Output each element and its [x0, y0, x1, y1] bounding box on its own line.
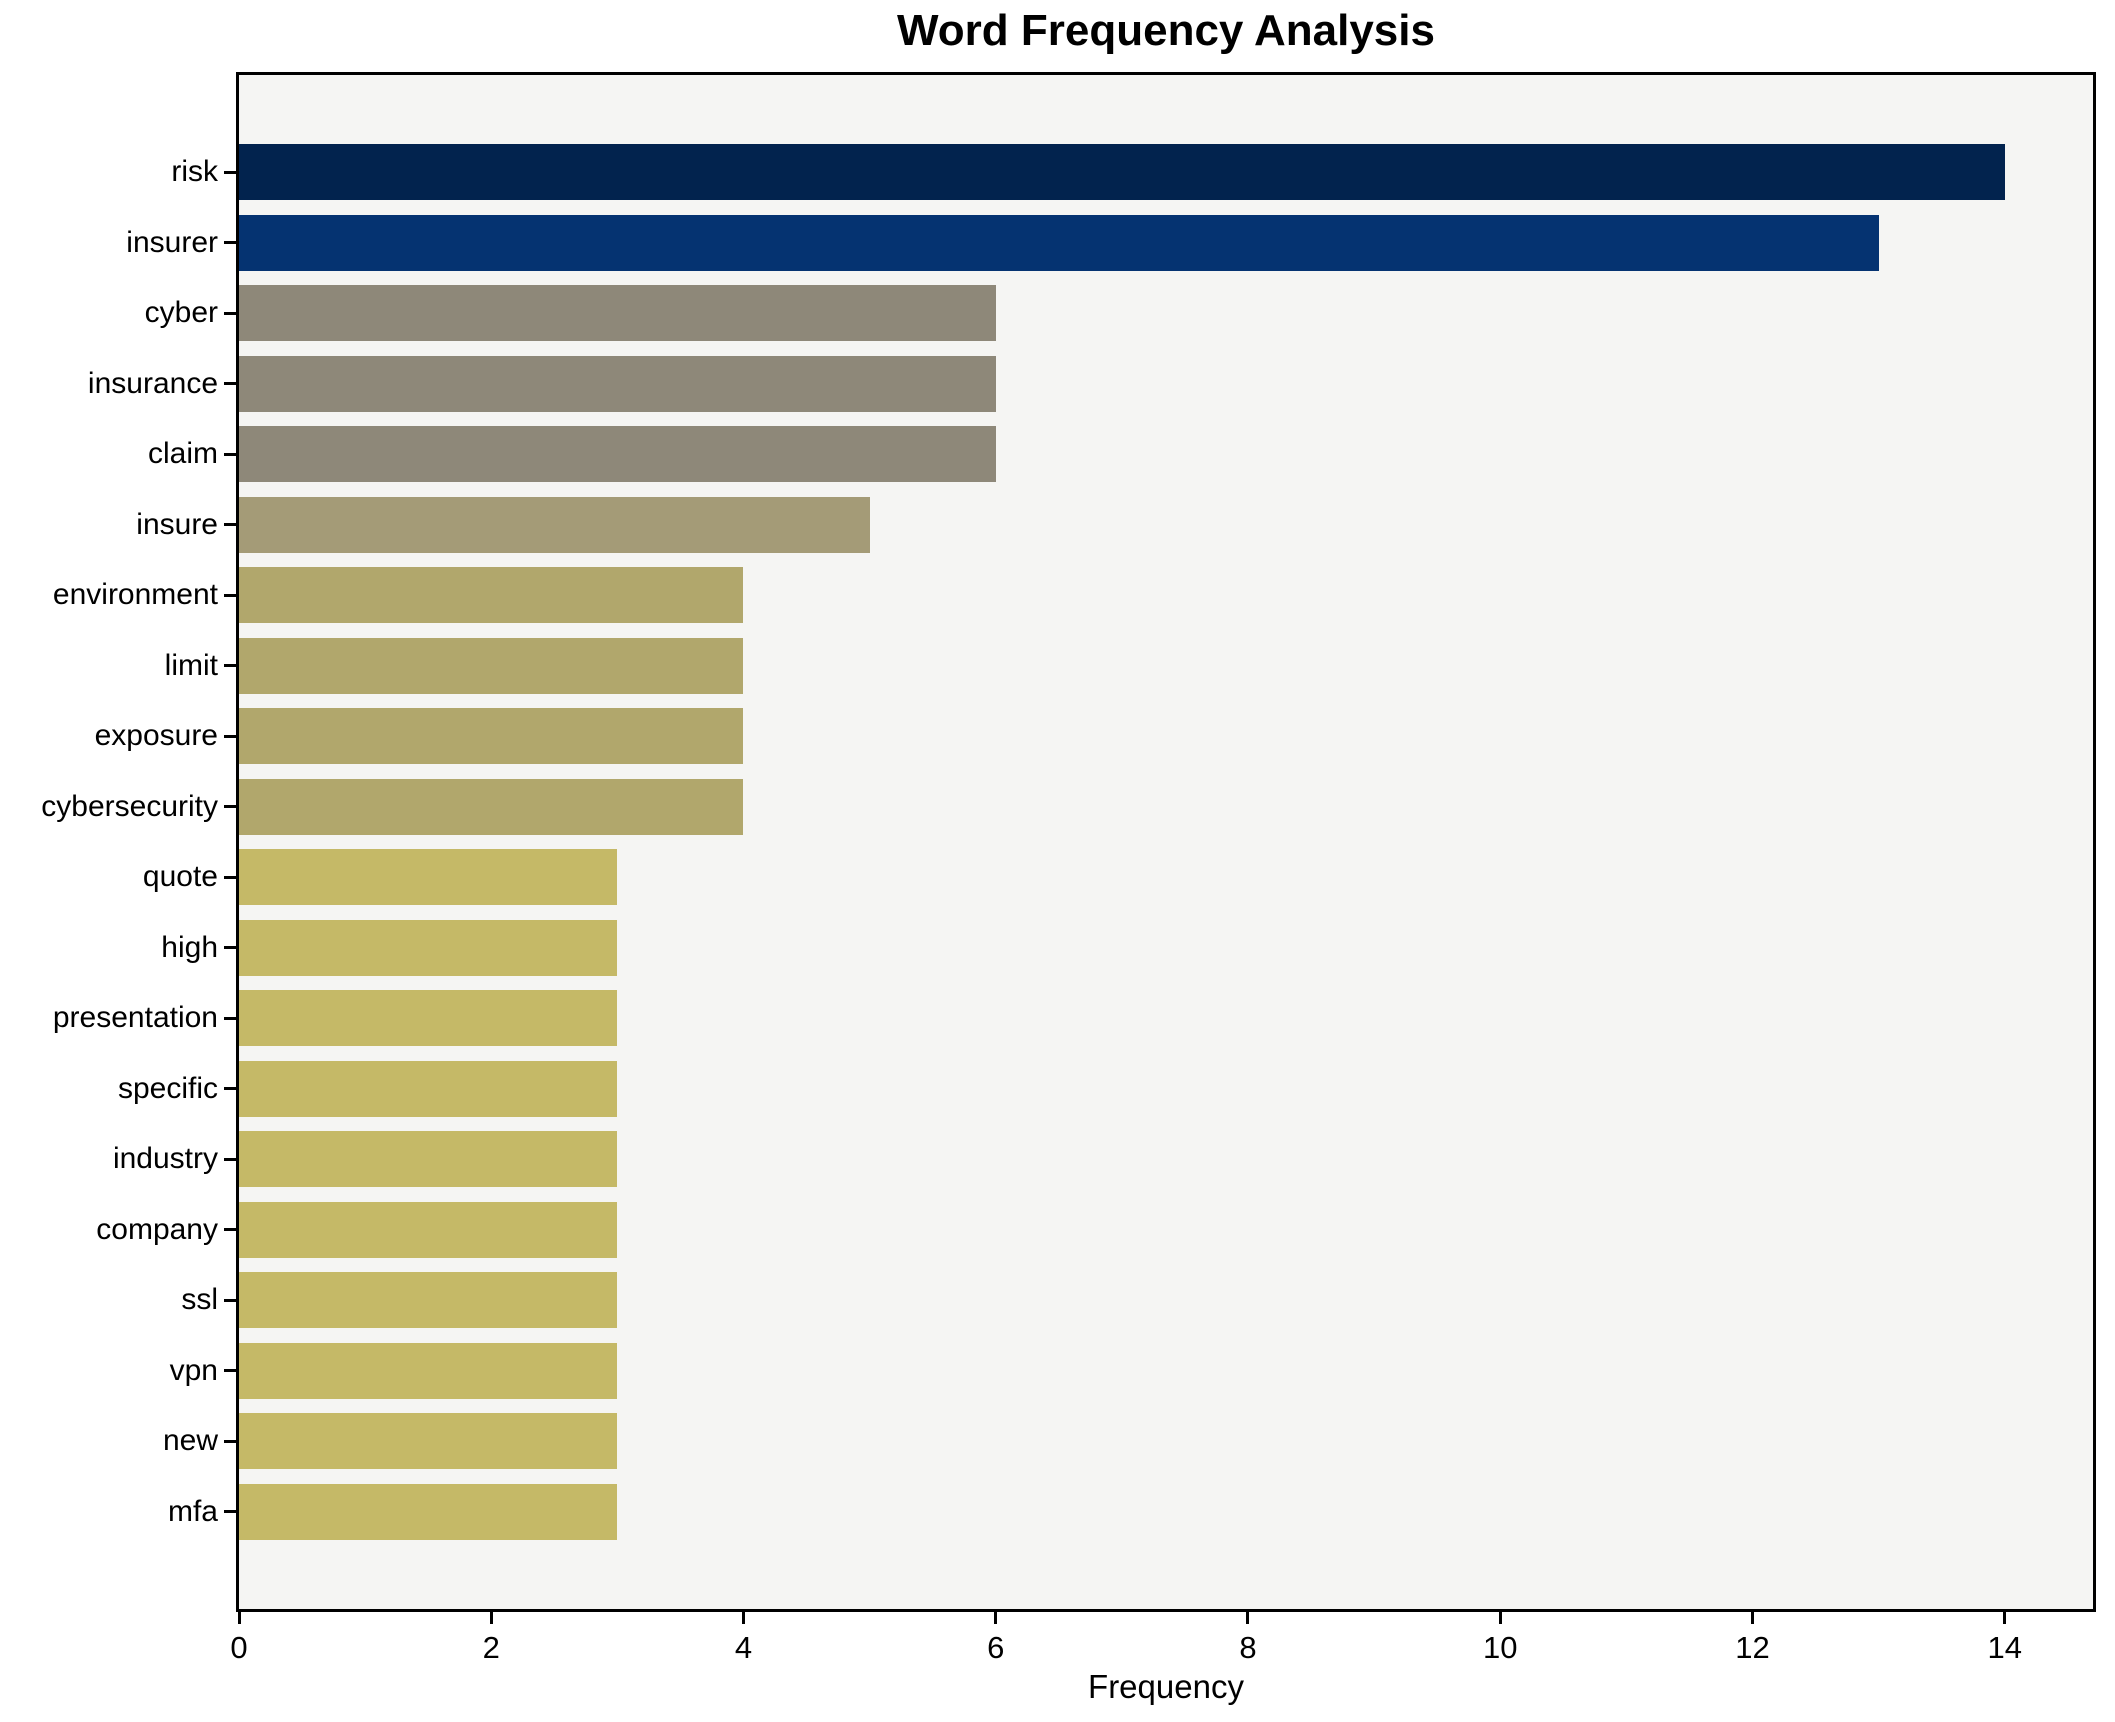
y-axis-tick [224, 734, 236, 738]
y-axis-tick [224, 875, 236, 879]
y-axis-tick [224, 1510, 236, 1514]
bar-mfa [239, 1483, 618, 1540]
bar-ssl [239, 1272, 618, 1329]
bar-company [239, 1201, 618, 1258]
y-axis-tick [224, 1087, 236, 1091]
y-axis-label-insure: insure [136, 507, 218, 541]
chart-title: Word Frequency Analysis [897, 6, 1435, 55]
y-axis-tick [224, 241, 236, 245]
y-axis-label-presentation: presentation [52, 1001, 218, 1035]
x-axis-tick [1246, 1612, 1250, 1624]
y-axis-tick [224, 523, 236, 527]
x-axis-tick-label-12: 12 [1735, 1630, 1770, 1665]
y-axis-label-cybersecurity: cybersecurity [41, 789, 218, 823]
bar-new [239, 1413, 618, 1470]
y-axis-tick [224, 1439, 236, 1443]
bar-insure [239, 496, 870, 553]
y-axis-label-exposure: exposure [94, 719, 218, 753]
x-axis-tick [2003, 1612, 2007, 1624]
y-axis-tick [224, 664, 236, 668]
bar-exposure [239, 708, 744, 765]
y-axis-label-company: company [96, 1212, 218, 1246]
bar-presentation [239, 990, 618, 1047]
y-axis-label-vpn: vpn [169, 1353, 218, 1387]
plot-area [236, 72, 2096, 1612]
bar-quote [239, 849, 618, 906]
y-axis-tick [224, 805, 236, 809]
y-axis-label-environment: environment [52, 578, 218, 612]
bar-high [239, 919, 618, 976]
y-axis-tick [224, 170, 236, 174]
y-axis-tick [224, 1298, 236, 1302]
y-axis-label-risk: risk [171, 155, 218, 189]
x-axis-tick-label-8: 8 [1239, 1630, 1257, 1665]
bar-risk [239, 144, 2005, 201]
bar-limit [239, 637, 744, 694]
y-axis-tick [224, 1369, 236, 1373]
y-axis-tick [224, 311, 236, 315]
y-axis-tick [224, 1016, 236, 1020]
y-axis-label-claim: claim [147, 437, 218, 471]
x-axis-tick-label-14: 14 [1987, 1630, 2022, 1665]
y-axis-label-limit: limit [164, 648, 218, 682]
y-axis-label-cyber: cyber [144, 296, 218, 330]
y-axis-label-ssl: ssl [181, 1283, 218, 1317]
y-axis-tick [224, 452, 236, 456]
bar-claim [239, 426, 996, 483]
x-axis-tick-label-4: 4 [734, 1630, 753, 1665]
x-axis-tick-label-10: 10 [1482, 1630, 1518, 1665]
bar-cyber [239, 285, 996, 342]
x-axis-tick-label-6: 6 [987, 1630, 1005, 1665]
bar-insurer [239, 214, 1879, 271]
bar-vpn [239, 1342, 618, 1399]
bar-cybersecurity [239, 778, 744, 835]
y-axis-label-specific: specific [117, 1071, 218, 1105]
x-axis-tick [741, 1612, 745, 1624]
x-axis-tick-label-0: 0 [230, 1630, 248, 1665]
y-axis-label-quote: quote [142, 860, 218, 894]
y-axis-tick [224, 946, 236, 950]
x-axis-title: Frequency [1088, 1668, 1244, 1705]
y-axis-label-new: new [162, 1424, 218, 1458]
x-axis-tick [1498, 1612, 1502, 1624]
y-axis-label-industry: industry [112, 1142, 218, 1176]
y-axis-tick [224, 593, 236, 597]
y-axis-label-insurer: insurer [126, 225, 218, 259]
bar-specific [239, 1060, 618, 1117]
y-axis-tick [224, 1228, 236, 1232]
x-axis-tick [237, 1612, 241, 1624]
y-axis-tick [224, 1157, 236, 1161]
bar-industry [239, 1131, 618, 1188]
y-axis-tick [224, 382, 236, 386]
x-axis-tick [489, 1612, 493, 1624]
y-axis-label-high: high [161, 930, 218, 964]
bar-environment [239, 567, 744, 624]
x-axis-tick-label-2: 2 [482, 1630, 500, 1665]
y-axis-label-mfa: mfa [167, 1494, 218, 1528]
bar-insurance [239, 355, 996, 412]
y-axis-label-insurance: insurance [87, 366, 218, 400]
x-axis-tick [1750, 1612, 1754, 1624]
x-axis-tick [994, 1612, 998, 1624]
